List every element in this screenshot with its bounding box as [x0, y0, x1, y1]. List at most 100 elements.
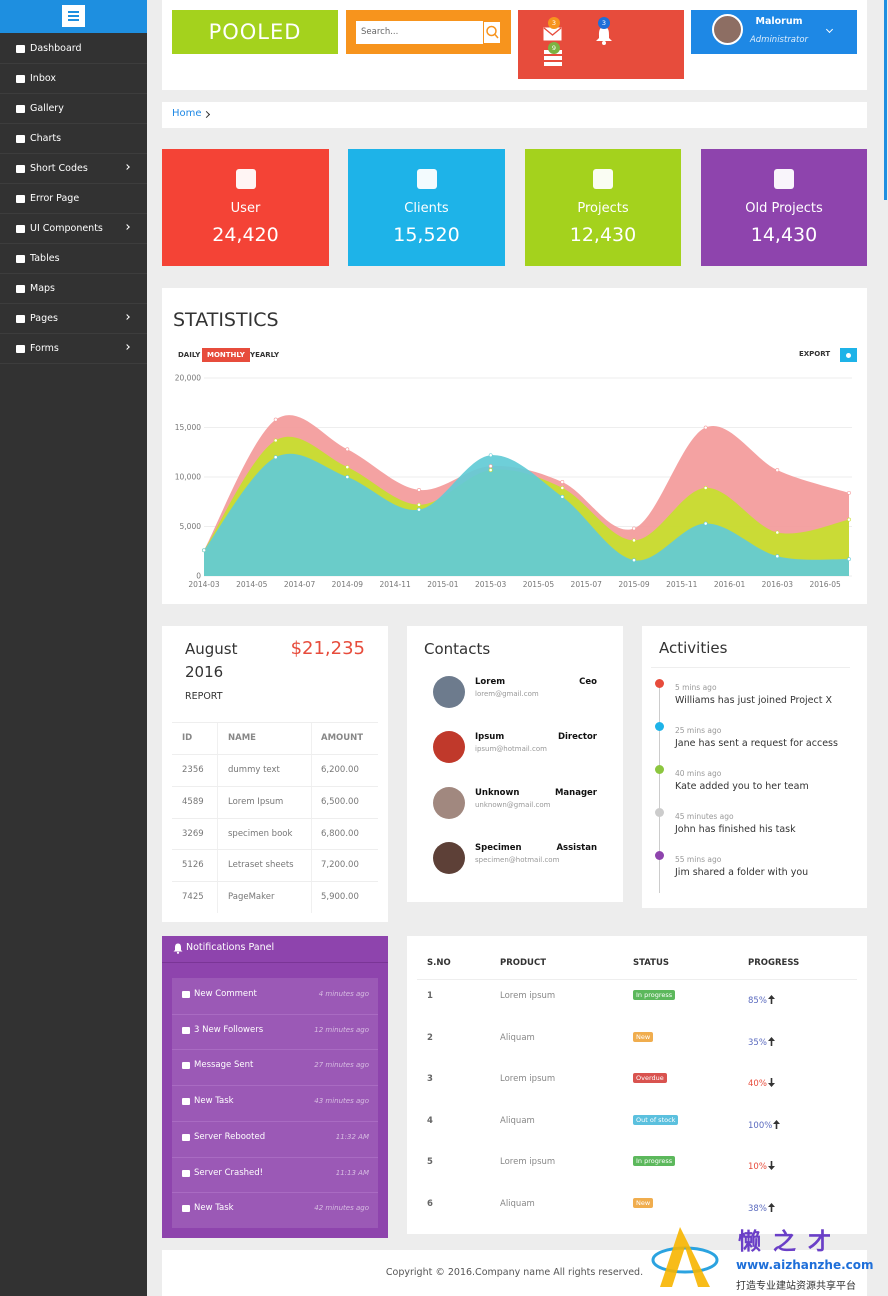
menu-item[interactable]: Tables	[0, 244, 147, 274]
product: Lorem ipsum	[500, 1074, 556, 1085]
card-icon	[416, 169, 437, 189]
breadcrumb-home[interactable]: Home	[172, 108, 202, 119]
table-cell: 7425	[182, 892, 204, 903]
card-icon	[593, 169, 613, 189]
table-cell: 6,500.00	[321, 796, 359, 807]
data-point	[417, 502, 421, 507]
activity-dot	[655, 808, 664, 817]
chart-tab[interactable]: YEARLY	[250, 351, 280, 359]
card-icon	[235, 169, 256, 189]
data-point	[632, 558, 636, 563]
product: Aliquam	[500, 1199, 535, 1209]
contact-role: Assistan	[556, 843, 597, 854]
notification-icon	[182, 991, 190, 998]
notification-text: New Task	[194, 1096, 234, 1107]
x-tick-label: 2015-05	[523, 580, 555, 589]
contact-role: Manager	[554, 787, 597, 798]
mail-icon[interactable]	[543, 27, 563, 41]
menu-label: Dashboard	[30, 43, 82, 54]
export-button[interactable]	[840, 348, 857, 362]
progress: 40%	[748, 1079, 767, 1090]
table-cell: 5126	[182, 860, 204, 871]
contact-avatar	[433, 676, 465, 708]
x-tick-label: 2014-05	[236, 580, 268, 589]
menu-item[interactable]: Forms	[0, 334, 147, 364]
menu-item[interactable]: Error Page	[0, 184, 147, 214]
menu-item[interactable]: Pages	[0, 304, 147, 334]
separator	[172, 1156, 378, 1158]
trend-arrow	[768, 995, 775, 1004]
notification-icon	[182, 1098, 190, 1106]
export-label[interactable]: EXPORT	[799, 350, 831, 358]
menu-toggle[interactable]	[62, 5, 85, 27]
footer: Copyright © 2016.Company name All rights…	[162, 1250, 867, 1296]
report-label: REPORT	[185, 691, 223, 702]
report-month: August	[185, 640, 238, 658]
x-tick-label: 2016-05	[809, 580, 841, 589]
progress: 85%	[748, 996, 767, 1006]
menu-label: Short Codes	[30, 163, 88, 174]
data-point	[345, 475, 350, 479]
report-year: 2016	[185, 663, 224, 681]
report-table: ID NAME AMOUNT 2356 dummy text 6,200.00 4589 Lo…	[172, 722, 378, 913]
chart-tab[interactable]: DAILY	[178, 351, 201, 359]
card-label: Projects	[577, 201, 629, 216]
search-input[interactable]: Search...	[356, 21, 484, 44]
sno: 4	[427, 1115, 433, 1126]
menu-item[interactable]: Gallery	[0, 94, 147, 124]
x-tick-label: 2015-09	[618, 580, 650, 589]
notification-text: Message Sent	[194, 1060, 254, 1071]
contact-email: specimen@hotmail.com	[475, 856, 560, 865]
data-point	[488, 464, 493, 469]
menu-icon	[16, 135, 25, 143]
sidebar-top	[0, 0, 147, 33]
menu-item[interactable]: Maps	[0, 274, 147, 304]
contacts-title: Contacts	[424, 640, 491, 658]
menu-item[interactable]: Charts	[0, 124, 147, 154]
data-point	[488, 453, 493, 458]
y-tick-label: 0	[196, 572, 201, 581]
search-button[interactable]	[483, 21, 501, 44]
report-amount: $21,235	[290, 638, 365, 659]
contacts-panel: Contacts Lorem lorem@gmail.com Ceo Ipsum ips…	[407, 626, 623, 902]
menu-item[interactable]: UI Components	[0, 214, 147, 244]
table-cell: 4589	[182, 796, 204, 807]
data-point	[345, 447, 350, 452]
table-cell: 7,200.00	[321, 860, 359, 871]
activity-time: 40 mins ago	[675, 769, 722, 778]
logo[interactable]: POOLED	[172, 10, 338, 54]
notification-time: 11:13 AM	[335, 1168, 369, 1177]
menu-icon	[16, 165, 25, 173]
activity-time: 45 minutes ago	[675, 812, 734, 821]
notification-time: 27 minutes ago	[314, 1061, 369, 1070]
menu-label: Inbox	[30, 73, 56, 84]
menu-icon	[16, 45, 25, 53]
menu-icon	[16, 345, 25, 353]
menu-item[interactable]: Short Codes	[0, 154, 147, 184]
activity-dot	[655, 722, 664, 731]
sno: 2	[427, 1032, 433, 1043]
bell-icon[interactable]	[595, 26, 613, 45]
card-value: 15,520	[393, 224, 460, 246]
separator	[172, 1049, 378, 1051]
badge: 3	[598, 17, 610, 29]
data-point	[847, 490, 851, 495]
chart-tab[interactable]: MONTHLY	[202, 348, 250, 362]
data-point	[417, 487, 421, 492]
header: POOLED Search... 3 9 3 Malorum Administrat…	[162, 0, 867, 90]
column-header: PRODUCT	[500, 958, 546, 968]
report-panel: August 2016 $21,235 REPORT ID NAME AMOUNT 2…	[162, 626, 388, 922]
activity-time: 5 mins ago	[675, 683, 717, 692]
search-icon	[486, 25, 499, 39]
trend-arrow	[768, 1078, 775, 1088]
status-badge: In progress	[633, 990, 676, 1000]
notification-text: New Task	[194, 1203, 234, 1214]
row-border	[172, 817, 378, 819]
user-role: Administrator	[749, 35, 809, 45]
sno: 5	[427, 1157, 433, 1168]
trend-arrow	[773, 1119, 780, 1129]
menu-item[interactable]: Dashboard	[0, 34, 147, 64]
user-tile[interactable]: Malorum Administrator	[691, 10, 857, 54]
menu-item[interactable]: Inbox	[0, 64, 147, 94]
notification-time: 4 minutes ago	[318, 990, 369, 998]
